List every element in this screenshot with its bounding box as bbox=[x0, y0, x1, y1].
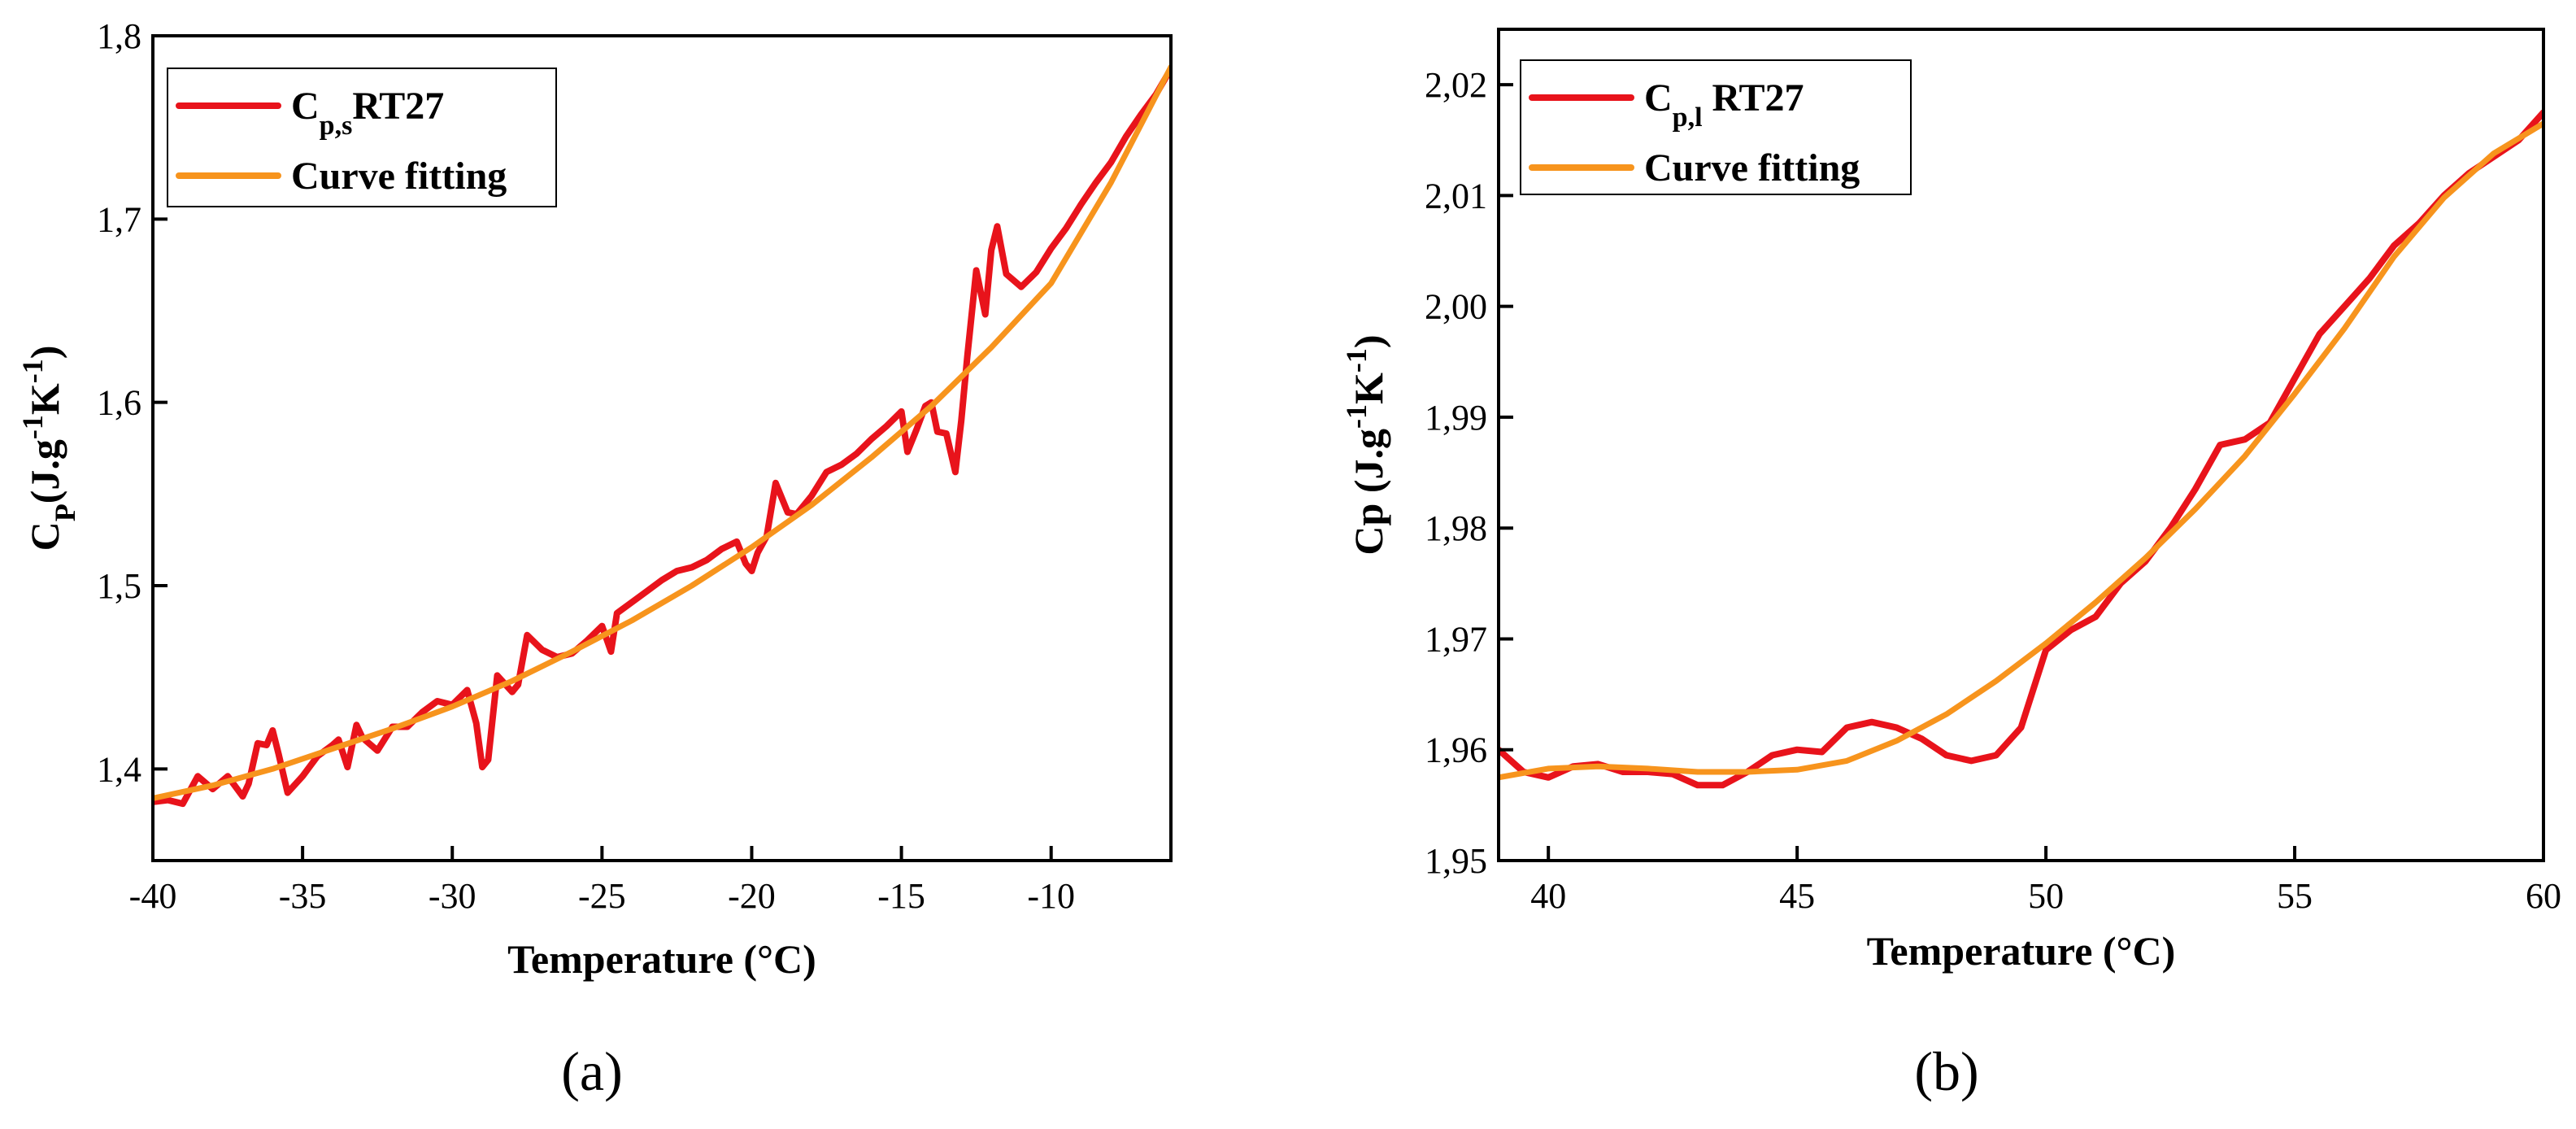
panel-a-series-curve-fitting-line bbox=[153, 63, 1171, 801]
panel-a-legend-box bbox=[167, 68, 557, 207]
panel-a-x-axis-title: Temperature (°C) bbox=[507, 936, 816, 982]
panel-b-chart: 40 45 50 55 60 1,95 1,96 1,97 1,98 1,99 2,00 2,01 2,… bbox=[1340, 28, 2561, 1102]
panel-a-y-tick-label: 1,8 bbox=[97, 16, 141, 56]
panel-b-y-axis-title: Cp (J.g-1K-1) bbox=[1340, 334, 1391, 555]
panel-b-y-tick-label: 1,96 bbox=[1425, 730, 1487, 770]
panel-b-y-tick-label: 2,00 bbox=[1425, 287, 1487, 327]
panel-b-x-tick-label: 55 bbox=[2277, 876, 2313, 916]
panel-a-y-tick-label: 1,6 bbox=[97, 383, 141, 423]
panel-b-y-tick-label: 2,01 bbox=[1425, 176, 1487, 216]
panel-b-y-tick-label: 1,99 bbox=[1425, 398, 1487, 438]
panel-b-legend-box bbox=[1520, 59, 1912, 195]
panel-b-x-tick-label: 60 bbox=[2526, 876, 2561, 916]
panel-b-y-tick-label: 1,97 bbox=[1425, 619, 1487, 659]
panel-b-y-tick-label: 2,02 bbox=[1425, 65, 1487, 105]
panel-a-y-axis-title: CP(J.g-1K-1) bbox=[16, 346, 81, 551]
panel-a-y-tick-label: 1,4 bbox=[97, 749, 141, 789]
panel-a-x-tick-label: -15 bbox=[877, 876, 925, 916]
panel-b-panel-label: (b) bbox=[1914, 1040, 1978, 1102]
panel-a-x-tick-label: -35 bbox=[279, 876, 327, 916]
panel-b-x-tick-label: 45 bbox=[1779, 876, 1815, 916]
panel-a-legend: Cp,sRT27 Curve fitting bbox=[167, 68, 557, 207]
panel-a-plot-frame bbox=[151, 34, 1173, 862]
panel-a-x-tick-label: -30 bbox=[429, 876, 476, 916]
panel-b-legend: Cp,l RT27 Curve fitting bbox=[1520, 59, 1912, 195]
panel-a-x-tick-label: -10 bbox=[1027, 876, 1075, 916]
panel-a-legend-label-measured: Cp,sRT27 bbox=[291, 85, 444, 141]
panel-a-y-tick-label: 1,5 bbox=[97, 566, 141, 606]
panel-b-x-axis-title: Temperature (°C) bbox=[1867, 928, 2176, 974]
panel-a-x-tick-label: -20 bbox=[728, 876, 776, 916]
panel-b-x-tick-label: 50 bbox=[2028, 876, 2064, 916]
panel-b-y-tick-label: 1,98 bbox=[1425, 508, 1487, 548]
panel-b-y-tick-label: 1,95 bbox=[1425, 841, 1487, 881]
panel-b-legend-label-measured: Cp,l RT27 bbox=[1644, 76, 1804, 133]
panel-b-x-tick-label: 40 bbox=[1530, 876, 1566, 916]
panel-a-chart: -40 -35 -30 -25 -20 -15 -10 1,4 1,5 1,6 1,7 1,8 Temp… bbox=[16, 16, 1173, 1102]
panel-b-plot-frame bbox=[1497, 28, 2545, 862]
panel-a-panel-label: (a) bbox=[561, 1040, 622, 1102]
panel-b-series-curve-fitting-line bbox=[1499, 120, 2543, 781]
panel-b-series-measured-line bbox=[1499, 109, 2543, 789]
panel-a-y-tick-label: 1,7 bbox=[97, 199, 141, 239]
panel-a-x-tick-label: -25 bbox=[578, 876, 626, 916]
panel-a-x-tick-label: -40 bbox=[129, 876, 177, 916]
panel-a-legend-label-curve-fitting: Curve fitting bbox=[291, 155, 507, 198]
panel-b-legend-label-curve-fitting: Curve fitting bbox=[1644, 146, 1860, 190]
